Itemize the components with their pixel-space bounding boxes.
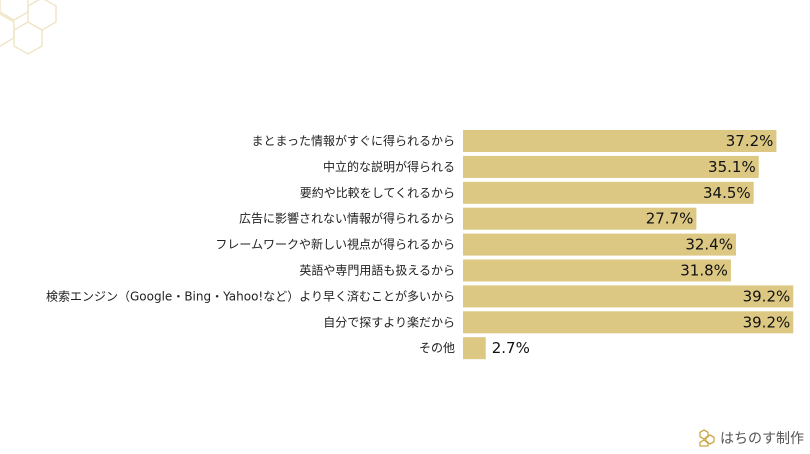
- value-label-6: 39.2%: [743, 287, 791, 305]
- brand-mark: はちのす制作: [698, 428, 804, 448]
- value-label-1: 35.1%: [708, 158, 756, 176]
- category-label-2: 要約や比較をしてくれるから: [300, 185, 455, 200]
- category-label-4: フレームワークや新しい視点が得られるから: [215, 237, 455, 252]
- brand-name: はちのす制作: [720, 431, 804, 447]
- hexagon-decoration: [0, 0, 57, 55]
- category-label-0: まとまった情報がすぐに得られるから: [251, 133, 455, 148]
- value-label-7: 39.2%: [743, 313, 791, 331]
- bar-8: [463, 337, 486, 360]
- value-label-8: 2.7%: [492, 339, 530, 357]
- bar-3: [463, 207, 697, 230]
- bar-6: [463, 285, 794, 308]
- value-label-3: 27.7%: [646, 210, 694, 228]
- category-label-5: 英語や専門用語も扱えるから: [299, 263, 455, 278]
- category-label-3: 広告に影響されない情報が得られるから: [239, 211, 455, 226]
- category-label-6: 検索エンジン（Google・Bing・Yahoo!など）より早く済むことが多いか…: [46, 288, 455, 303]
- bar-4: [463, 233, 736, 256]
- bar-1: [463, 155, 759, 178]
- category-label-8: その他: [419, 341, 455, 355]
- value-label-4: 32.4%: [685, 236, 733, 254]
- category-label-1: 中立的な説明が得られる: [323, 159, 455, 174]
- value-label-0: 37.2%: [726, 132, 774, 150]
- bar-5: [463, 259, 731, 282]
- value-label-5: 31.8%: [680, 262, 728, 280]
- category-label-7: 自分で探すより楽だから: [323, 315, 455, 329]
- bar-0: [463, 130, 777, 152]
- bar-2: [463, 181, 754, 204]
- bar-7: [463, 311, 794, 334]
- value-label-2: 34.5%: [703, 184, 751, 202]
- hexagon-logo-icon: [699, 429, 715, 447]
